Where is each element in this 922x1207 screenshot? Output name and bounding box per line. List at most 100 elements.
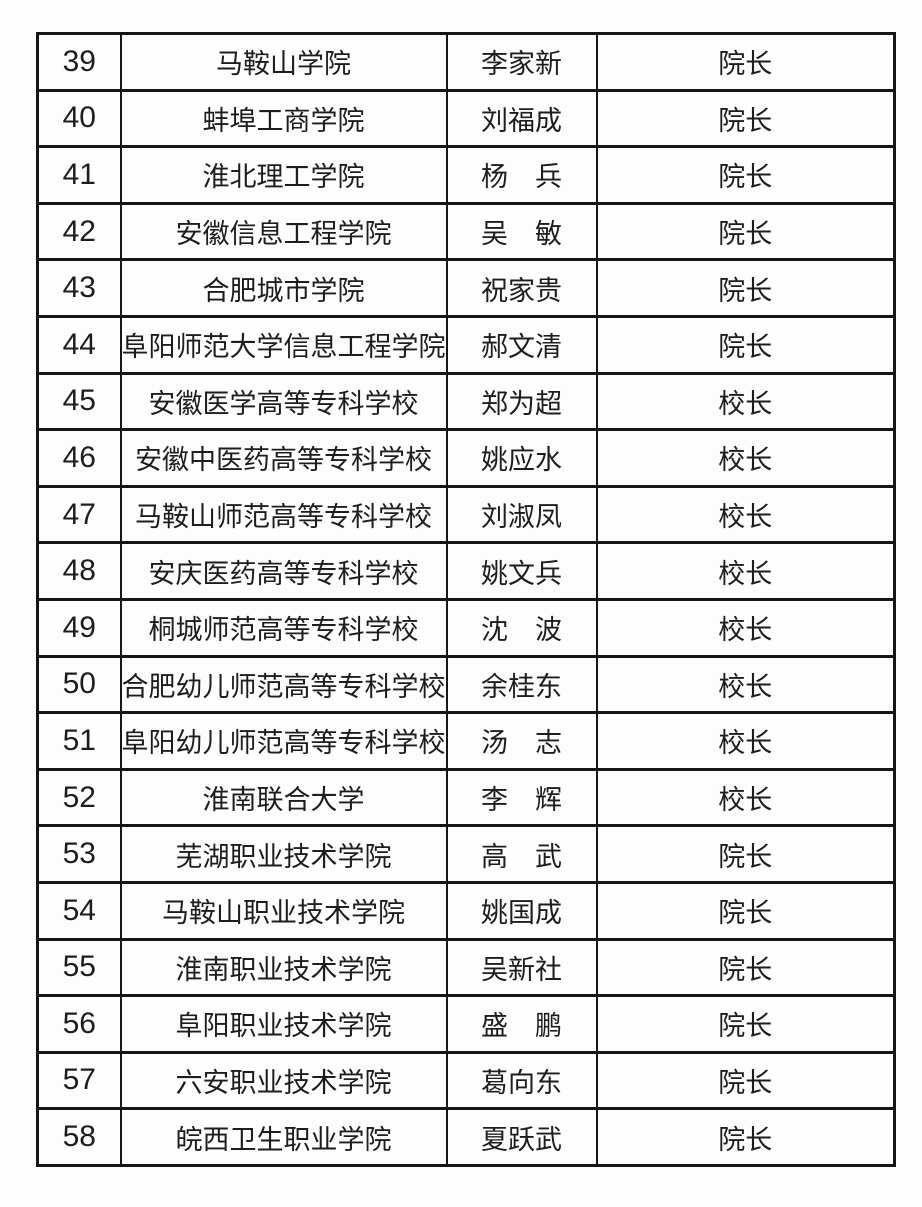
table-row: 53 芜湖职业技术学院 高 武 院长 (36, 824, 896, 884)
cell-number: 45 (36, 371, 122, 432)
table-row: 42 安徽信息工程学院 吴 敏 院长 (36, 201, 896, 262)
cell-number: 41 (36, 145, 122, 205)
cell-number: 42 (36, 201, 122, 262)
cell-name: 刘淑凤 (445, 484, 598, 545)
cell-school: 合肥城市学院 (119, 258, 448, 318)
cell-number: 54 (36, 880, 122, 941)
cell-name: 姚国成 (445, 880, 598, 941)
table-row: 44 阜阳师范大学信息工程学院 郝文清 院长 (36, 314, 896, 375)
cell-school: 马鞍山职业技术学院 (119, 880, 448, 941)
table-row: 41 淮北理工学院 杨 兵 院长 (36, 145, 896, 205)
cell-name: 余桂东 (445, 654, 598, 715)
cell-school: 安庆医药高等专科学校 (119, 541, 448, 601)
table-row: 50 合肥幼儿师范高等专科学校 余桂东 校长 (36, 654, 896, 715)
cell-name: 祝家贵 (445, 258, 598, 318)
cell-number: 57 (36, 1050, 122, 1111)
cell-title: 校长 (595, 371, 896, 432)
table-row: 51 阜阳幼儿师范高等专科学校 汤 志 校长 (36, 711, 896, 771)
cell-school: 阜阳师范大学信息工程学院 (119, 314, 448, 375)
cell-school: 阜阳职业技术学院 (119, 994, 448, 1054)
cell-school: 安徽信息工程学院 (119, 201, 448, 262)
cell-number: 51 (36, 711, 122, 771)
cell-school: 蚌埠工商学院 (119, 88, 448, 149)
table-row: 40 蚌埠工商学院 刘福成 院长 (36, 88, 896, 149)
table-row: 45 安徽医学高等专科学校 郑为超 校长 (36, 371, 896, 432)
cell-number: 44 (36, 314, 122, 375)
cell-school: 淮北理工学院 (119, 145, 448, 205)
table-row: 58 皖西卫生职业学院 夏跃武 院长 (36, 1107, 896, 1167)
table-row: 55 淮南职业技术学院 吴新社 院长 (36, 937, 896, 998)
cell-school: 合肥幼儿师范高等专科学校 (119, 654, 448, 715)
cell-name: 夏跃武 (445, 1107, 598, 1167)
cell-name: 吴新社 (445, 937, 598, 998)
cell-title: 校长 (595, 428, 896, 488)
cell-name: 高 武 (445, 824, 598, 884)
cell-number: 40 (36, 88, 122, 149)
cell-school: 安徽医学高等专科学校 (119, 371, 448, 432)
cell-title: 院长 (595, 994, 896, 1054)
cell-number: 46 (36, 428, 122, 488)
table-row: 39 马鞍山学院 李家新 院长 (36, 32, 896, 92)
cell-name: 刘福成 (445, 88, 598, 149)
cell-name: 李家新 (445, 32, 598, 92)
cell-name: 吴 敏 (445, 201, 598, 262)
cell-title: 院长 (595, 32, 896, 92)
cell-name: 姚应水 (445, 428, 598, 488)
cell-title: 院长 (595, 880, 896, 941)
cell-title: 院长 (595, 1050, 896, 1111)
table-row: 43 合肥城市学院 祝家贵 院长 (36, 258, 896, 318)
cell-number: 53 (36, 824, 122, 884)
cell-number: 56 (36, 994, 122, 1054)
table-row: 47 马鞍山师范高等专科学校 刘淑凤 校长 (36, 484, 896, 545)
cell-school: 皖西卫生职业学院 (119, 1107, 448, 1167)
cell-school: 马鞍山师范高等专科学校 (119, 484, 448, 545)
cell-title: 校长 (595, 541, 896, 601)
cell-title: 院长 (595, 314, 896, 375)
cell-number: 49 (36, 597, 122, 658)
cell-school: 桐城师范高等专科学校 (119, 597, 448, 658)
cell-number: 39 (36, 32, 122, 92)
leaders-table-body: 39 马鞍山学院 李家新 院长 40 蚌埠工商学院 刘福成 院长 41 淮北理工… (36, 32, 896, 1167)
cell-title: 校长 (595, 597, 896, 658)
table-row: 56 阜阳职业技术学院 盛 鹏 院长 (36, 994, 896, 1054)
cell-title: 校长 (595, 484, 896, 545)
cell-school: 安徽中医药高等专科学校 (119, 428, 448, 488)
cell-number: 55 (36, 937, 122, 998)
cell-number: 58 (36, 1107, 122, 1167)
cell-name: 杨 兵 (445, 145, 598, 205)
cell-name: 郑为超 (445, 371, 598, 432)
cell-school: 阜阳幼儿师范高等专科学校 (119, 711, 448, 771)
cell-name: 沈 波 (445, 597, 598, 658)
table-row: 54 马鞍山职业技术学院 姚国成 院长 (36, 880, 896, 941)
cell-number: 47 (36, 484, 122, 545)
cell-title: 校长 (595, 767, 896, 828)
cell-title: 院长 (595, 824, 896, 884)
table-row: 49 桐城师范高等专科学校 沈 波 校长 (36, 597, 896, 658)
cell-number: 52 (36, 767, 122, 828)
table-row: 57 六安职业技术学院 葛向东 院长 (36, 1050, 896, 1111)
cell-title: 院长 (595, 201, 896, 262)
cell-name: 盛 鹏 (445, 994, 598, 1054)
cell-school: 淮南联合大学 (119, 767, 448, 828)
leaders-table: 39 马鞍山学院 李家新 院长 40 蚌埠工商学院 刘福成 院长 41 淮北理工… (36, 32, 896, 1167)
cell-title: 院长 (595, 88, 896, 149)
cell-school: 芜湖职业技术学院 (119, 824, 448, 884)
cell-name: 姚文兵 (445, 541, 598, 601)
cell-name: 汤 志 (445, 711, 598, 771)
cell-title: 校长 (595, 654, 896, 715)
cell-title: 院长 (595, 1107, 896, 1167)
cell-name: 李 辉 (445, 767, 598, 828)
cell-title: 院长 (595, 145, 896, 205)
table-row: 48 安庆医药高等专科学校 姚文兵 校长 (36, 541, 896, 601)
cell-school: 淮南职业技术学院 (119, 937, 448, 998)
cell-school: 马鞍山学院 (119, 32, 448, 92)
cell-name: 郝文清 (445, 314, 598, 375)
cell-number: 50 (36, 654, 122, 715)
cell-name: 葛向东 (445, 1050, 598, 1111)
cell-title: 院长 (595, 937, 896, 998)
cell-school: 六安职业技术学院 (119, 1050, 448, 1111)
cell-title: 校长 (595, 711, 896, 771)
cell-number: 48 (36, 541, 122, 601)
cell-number: 43 (36, 258, 122, 318)
